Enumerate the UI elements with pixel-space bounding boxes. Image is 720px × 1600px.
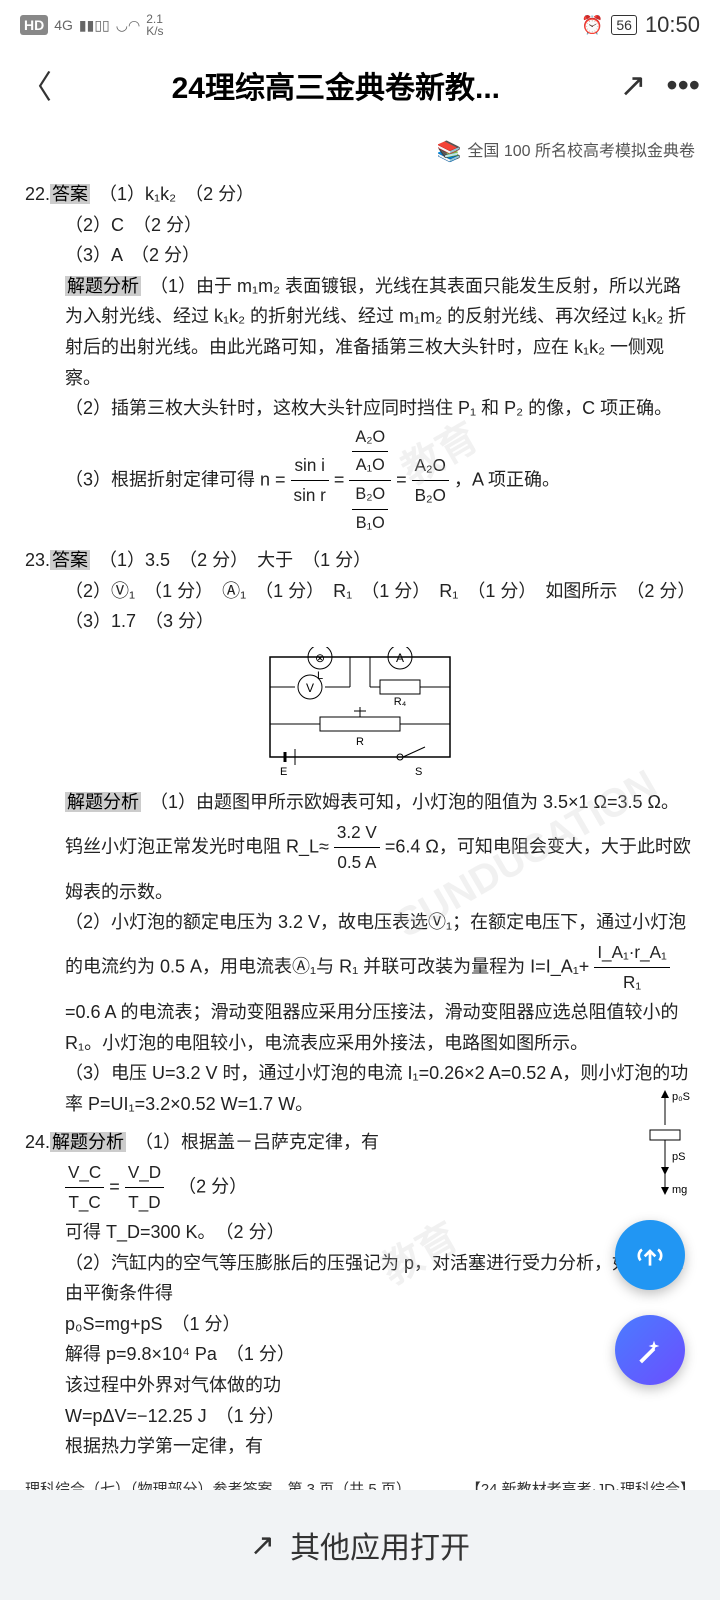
svg-text:R₄: R₄	[394, 696, 407, 708]
svg-text:S: S	[415, 766, 422, 777]
open-with-bar[interactable]: ↗ 其他应用打开	[0, 1490, 720, 1600]
circuit-diagram: ⊗ L A V R₄ R E S	[250, 647, 470, 777]
svg-text:E: E	[280, 766, 287, 777]
status-left: HD 4G ▮▮▯▯ ◡◠ 2.1 K/s	[20, 13, 164, 37]
banner-text: 全国 100 所名校高考模拟金典卷	[467, 138, 695, 165]
svg-text:A: A	[396, 651, 404, 665]
open-with-label: 其他应用打开	[290, 1523, 470, 1567]
more-button[interactable]: •••	[666, 67, 700, 104]
gesture-fab[interactable]	[615, 1220, 685, 1290]
signal-icon: ▮▮▯▯	[79, 17, 110, 34]
back-button[interactable]: 〈	[20, 62, 52, 108]
open-external-icon: ↗	[250, 1528, 275, 1563]
page-title: 24理综高三金典卷新教...	[72, 63, 600, 107]
status-right: ⏰ 56 10:50	[581, 12, 700, 38]
wifi-icon: ◡◠	[116, 17, 140, 34]
svg-text:V: V	[306, 681, 314, 695]
svg-text:p₀S: p₀S	[672, 1091, 690, 1103]
question-23: 23.答案 （1）3.5 （2 分） 大于 （1 分） （2）Ⓥ₁ （1 分） …	[25, 545, 695, 1119]
page-footer: 理科综合（七）（物理部分）参考答案 第 3 页（共 5 页） 【24 新教材老高…	[25, 1477, 695, 1490]
page-banner: 📚 全国 100 所名校高考模拟金典卷	[25, 135, 695, 169]
book-icon: 📚	[437, 135, 462, 169]
svg-text:pS: pS	[672, 1151, 685, 1163]
share-button[interactable]: ↗	[620, 66, 647, 104]
clock: 10:50	[645, 12, 700, 38]
alarm-icon: ⏰	[581, 15, 603, 36]
document-content[interactable]: 教育 SUNDUCATION 教育 📚 全国 100 所名校高考模拟金典卷 22…	[0, 120, 720, 1490]
hd-badge: HD	[20, 15, 48, 35]
net-speed: 2.1 K/s	[146, 13, 163, 37]
force-diagram: p₀S pS mg	[640, 1085, 690, 1205]
status-bar: HD 4G ▮▮▯▯ ◡◠ 2.1 K/s ⏰ 56 10:50	[0, 0, 720, 50]
question-22: 22.答案 （1）k₁k₂ （2 分） （2）C （2 分） （3）A （2 分…	[25, 179, 695, 537]
network-type: 4G	[54, 17, 73, 33]
svg-text:mg: mg	[672, 1184, 687, 1196]
analysis-label: 解题分析	[65, 276, 141, 296]
svg-text:⊗: ⊗	[315, 651, 325, 665]
question-24: 24.解题分析 （1）根据盖－吕萨克定律，有 V_CT_C = V_DT_D （…	[25, 1127, 695, 1461]
nav-bar: 〈 24理综高三金典卷新教... ↗ •••	[0, 50, 720, 120]
answer-label: 答案	[50, 184, 90, 204]
magic-fab[interactable]	[615, 1315, 685, 1385]
battery-level: 56	[611, 15, 637, 35]
svg-text:R: R	[356, 736, 364, 748]
